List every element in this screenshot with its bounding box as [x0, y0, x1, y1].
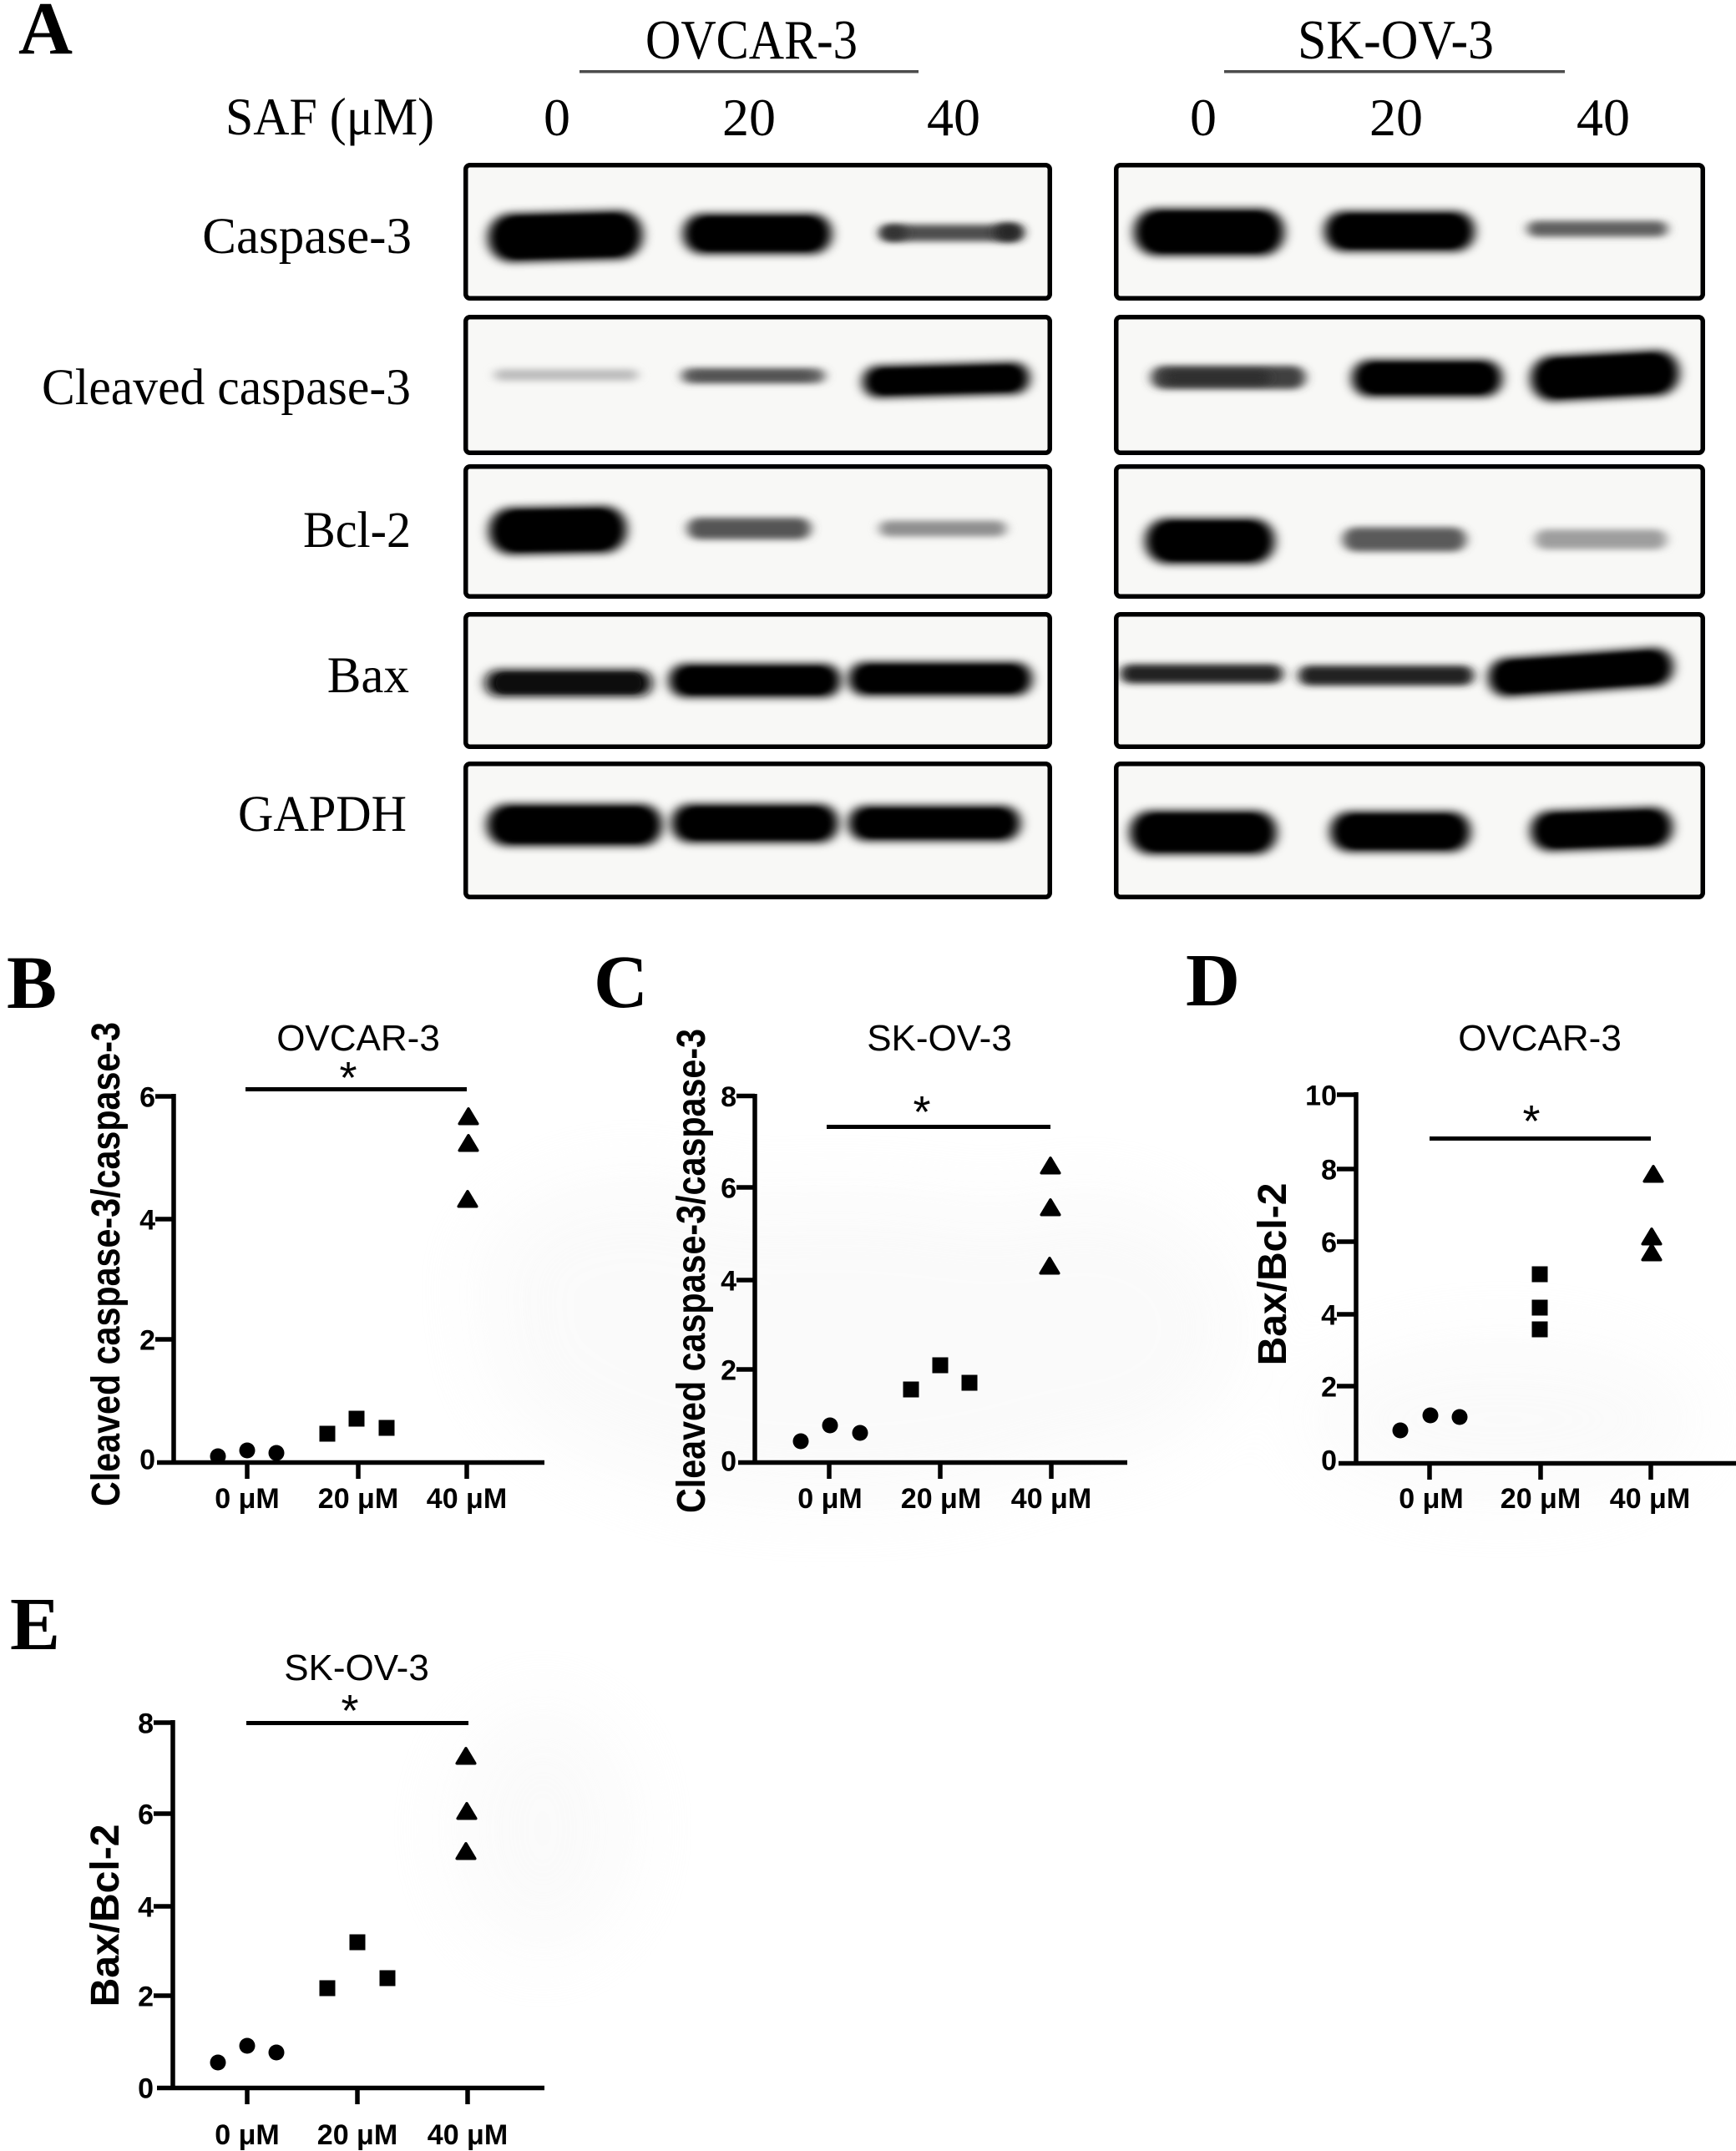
svg-text:4: 4: [1321, 1299, 1337, 1331]
svg-text:6: 6: [139, 1081, 155, 1113]
svg-text:20: 20: [1369, 88, 1423, 147]
svg-text:0 μM: 0 μM: [215, 1483, 279, 1515]
svg-text:0: 0: [721, 1445, 736, 1477]
svg-text:0: 0: [1190, 88, 1217, 147]
svg-text:OVCAR-3: OVCAR-3: [645, 9, 858, 71]
svg-text:10: 10: [1305, 1080, 1337, 1111]
svg-text:20: 20: [722, 88, 776, 147]
svg-text:0 μM: 0 μM: [215, 2119, 279, 2151]
svg-text:4: 4: [139, 1204, 155, 1236]
svg-text:Bax: Bax: [327, 648, 409, 704]
svg-text:6: 6: [1321, 1227, 1337, 1258]
svg-text:B: B: [7, 942, 57, 1025]
svg-text:*: *: [913, 1087, 930, 1137]
svg-text:4: 4: [138, 1891, 154, 1923]
svg-text:40 μM: 40 μM: [1011, 1483, 1091, 1515]
svg-text:2: 2: [721, 1354, 736, 1386]
svg-text:*: *: [1522, 1096, 1540, 1146]
svg-text:8: 8: [721, 1081, 736, 1113]
svg-text:C: C: [594, 941, 648, 1024]
svg-text:0: 0: [138, 2073, 154, 2104]
svg-text:SK-OV-3: SK-OV-3: [284, 1647, 429, 1688]
svg-text:*: *: [339, 1053, 357, 1103]
svg-text:2: 2: [138, 1981, 154, 2012]
svg-text:40: 40: [927, 88, 980, 147]
svg-text:0: 0: [544, 88, 570, 147]
svg-text:8: 8: [1321, 1154, 1337, 1186]
svg-text:Bcl-2: Bcl-2: [303, 503, 411, 559]
svg-text:A: A: [18, 0, 73, 70]
svg-text:0 μM: 0 μM: [797, 1483, 862, 1515]
svg-text:2: 2: [139, 1324, 155, 1356]
svg-text:Caspase-3: Caspase-3: [202, 209, 412, 265]
svg-text:SK-OV-3: SK-OV-3: [867, 1018, 1012, 1059]
svg-text:8: 8: [138, 1708, 154, 1739]
svg-text:40: 40: [1577, 88, 1630, 147]
svg-text:Cleaved caspase-3: Cleaved caspase-3: [42, 360, 411, 416]
svg-text:OVCAR-3: OVCAR-3: [276, 1018, 440, 1059]
svg-text:SAF (μM): SAF (μM): [225, 87, 434, 146]
svg-text:0: 0: [139, 1444, 155, 1475]
svg-text:20 μM: 20 μM: [318, 1483, 398, 1515]
svg-text:4: 4: [721, 1265, 736, 1297]
svg-text:SK-OV-3: SK-OV-3: [1298, 9, 1494, 71]
svg-text:20 μM: 20 μM: [901, 1483, 981, 1515]
svg-text:6: 6: [721, 1172, 736, 1204]
svg-text:Bax/Bcl-2: Bax/Bcl-2: [1251, 1183, 1295, 1366]
svg-text:OVCAR-3: OVCAR-3: [1458, 1018, 1622, 1059]
svg-text:GAPDH: GAPDH: [238, 787, 407, 843]
svg-text:40 μM: 40 μM: [1610, 1483, 1690, 1515]
svg-text:6: 6: [138, 1799, 154, 1830]
svg-text:*: *: [341, 1686, 358, 1736]
svg-text:0 μM: 0 μM: [1399, 1483, 1463, 1515]
svg-text:0: 0: [1321, 1445, 1337, 1476]
svg-text:Cleaved caspase-3/caspase-3: Cleaved caspase-3/caspase-3: [84, 1022, 129, 1506]
svg-text:Cleaved caspase-3/caspase-3: Cleaved caspase-3/caspase-3: [670, 1029, 714, 1513]
svg-text:40 μM: 40 μM: [428, 2119, 508, 2151]
svg-text:D: D: [1186, 939, 1240, 1022]
svg-text:2: 2: [1321, 1371, 1337, 1403]
svg-text:20 μM: 20 μM: [1501, 1483, 1581, 1515]
svg-text:40 μM: 40 μM: [427, 1483, 507, 1515]
svg-text:E: E: [10, 1583, 60, 1666]
svg-text:20 μM: 20 μM: [317, 2119, 397, 2151]
svg-text:Bax/Bcl-2: Bax/Bcl-2: [84, 1825, 128, 2007]
